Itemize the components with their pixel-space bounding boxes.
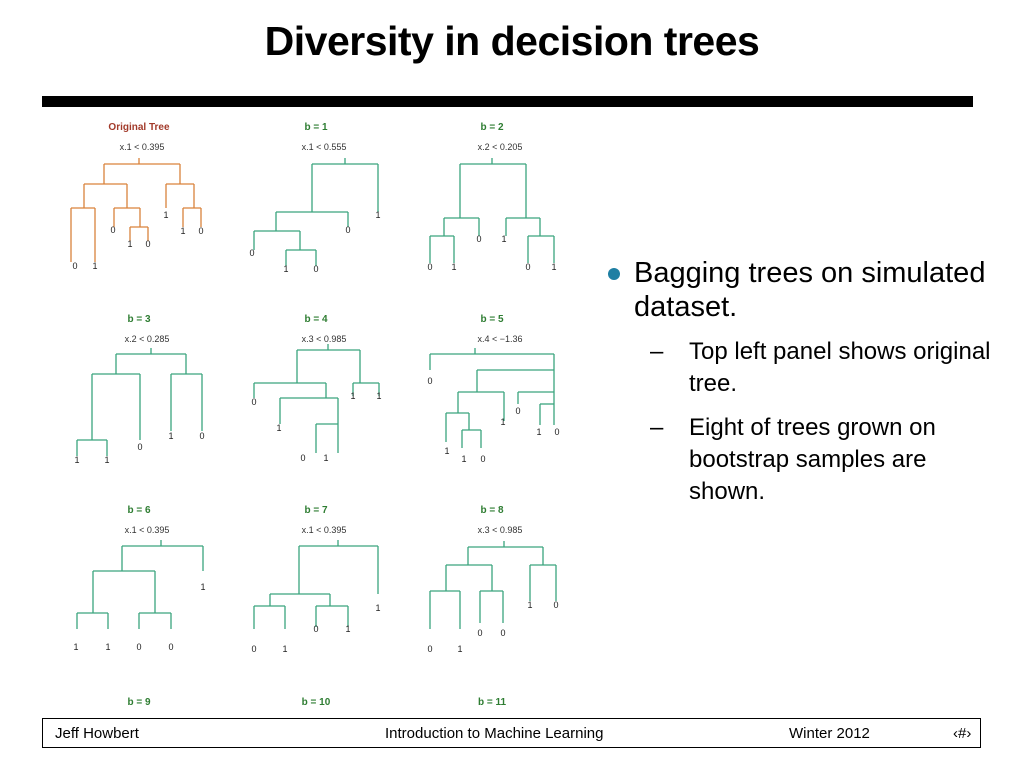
bullet-main: Bagging trees on simulated dataset. xyxy=(608,256,1008,324)
leaf-class-label: 1 xyxy=(282,644,287,654)
leaf-class-label: 1 xyxy=(127,239,132,249)
panel-label: b = 6 xyxy=(127,505,151,516)
dash-icon: – xyxy=(650,414,664,441)
leaf-class-label: 1 xyxy=(200,582,205,592)
split-rule-label: x.3 < 0.985 xyxy=(302,334,347,344)
title-divider xyxy=(42,96,973,107)
split-rule-label: x.2 < 0.205 xyxy=(478,142,523,152)
split-rule-label: x.4 < −1.36 xyxy=(477,334,522,344)
split-rule-label: x.1 < 0.395 xyxy=(125,525,170,535)
panel-label: b = 9 xyxy=(127,697,151,708)
sub-bullet-2: – Eight of trees grown on bootstrap samp… xyxy=(608,412,1008,508)
leaf-class-label: 1 xyxy=(163,210,168,220)
leaf-class-label: 1 xyxy=(500,417,505,427)
split-rule-label: x.3 < 0.985 xyxy=(478,525,523,535)
leaf-class-label: 0 xyxy=(525,262,530,272)
split-rule-label: x.1 < 0.395 xyxy=(120,142,165,152)
leaf-class-label: 0 xyxy=(553,600,558,610)
slide-footer: Jeff Howbert Introduction to Machine Lea… xyxy=(42,718,981,748)
leaf-class-label: 0 xyxy=(427,644,432,654)
leaf-class-label: 0 xyxy=(477,628,482,638)
leaf-class-label: 0 xyxy=(554,427,559,437)
leaf-class-label: 0 xyxy=(168,642,173,652)
leaf-class-label: 1 xyxy=(92,261,97,271)
footer-author: Jeff Howbert xyxy=(55,725,139,742)
leaf-class-label: 1 xyxy=(375,603,380,613)
footer-term: Winter 2012 xyxy=(789,725,870,742)
leaf-class-label: 0 xyxy=(251,644,256,654)
panel-label: b = 8 xyxy=(480,505,504,516)
panel-label: b = 2 xyxy=(480,122,504,133)
leaf-class-label: 0 xyxy=(300,453,305,463)
sub-bullet-2-text: Eight of trees grown on bootstrap sample… xyxy=(689,414,936,505)
leaf-class-label: 0 xyxy=(110,225,115,235)
panel-label: b = 7 xyxy=(304,505,328,516)
leaf-class-label: 1 xyxy=(168,431,173,441)
leaf-class-label: 1 xyxy=(444,446,449,456)
leaf-class-label: 1 xyxy=(104,455,109,465)
leaf-class-label: 0 xyxy=(480,454,485,464)
footer-course: Introduction to Machine Learning xyxy=(385,725,604,742)
slide-title: Diversity in decision trees xyxy=(264,18,760,64)
split-rule-label: x.1 < 0.395 xyxy=(302,525,347,535)
leaf-class-label: 0 xyxy=(345,225,350,235)
leaf-class-label: 0 xyxy=(199,431,204,441)
leaf-class-label: 1 xyxy=(375,210,380,220)
panel-label: Original Tree xyxy=(108,122,170,133)
split-rule-label: x.1 < 0.555 xyxy=(302,142,347,152)
leaf-class-label: 1 xyxy=(536,427,541,437)
leaf-class-label: 0 xyxy=(313,624,318,634)
dash-icon: – xyxy=(650,338,664,365)
leaf-class-label: 1 xyxy=(451,262,456,272)
leaf-class-label: 0 xyxy=(427,376,432,386)
panel-label: b = 4 xyxy=(304,314,328,325)
leaf-class-label: 0 xyxy=(249,248,254,258)
leaf-class-label: 0 xyxy=(251,397,256,407)
leaf-class-label: 0 xyxy=(72,261,77,271)
leaf-class-label: 1 xyxy=(276,423,281,433)
leaf-class-label: 0 xyxy=(137,442,142,452)
leaf-class-label: 1 xyxy=(461,454,466,464)
leaf-class-label: 1 xyxy=(551,262,556,272)
leaf-class-label: 1 xyxy=(350,391,355,401)
leaf-class-label: 1 xyxy=(457,644,462,654)
panel-label: b = 10 xyxy=(302,697,331,708)
leaf-class-label: 0 xyxy=(427,262,432,272)
panel-label: b = 3 xyxy=(127,314,151,325)
sub-bullet-1: – Top left panel shows original tree. xyxy=(608,336,1008,400)
leaf-class-label: 1 xyxy=(73,642,78,652)
split-rule-label: x.2 < 0.285 xyxy=(125,334,170,344)
sub-bullet-1-text: Top left panel shows original tree. xyxy=(689,338,991,397)
leaf-class-label: 1 xyxy=(527,600,532,610)
leaf-class-label: 1 xyxy=(180,226,185,236)
panel-label: b = 1 xyxy=(304,122,328,133)
leaf-class-label: 0 xyxy=(500,628,505,638)
leaf-class-label: 1 xyxy=(345,624,350,634)
leaf-class-label: 0 xyxy=(198,226,203,236)
leaf-class-label: 0 xyxy=(136,642,141,652)
bullet-dot-icon xyxy=(608,268,620,280)
panel-label: b = 11 xyxy=(478,697,507,708)
bullet-main-text: Bagging trees on simulated dataset. xyxy=(634,257,986,323)
footer-page-number: ‹#› xyxy=(953,725,972,742)
bullet-list: Bagging trees on simulated dataset. – To… xyxy=(608,256,1008,508)
leaf-class-label: 1 xyxy=(376,391,381,401)
leaf-class-label: 1 xyxy=(501,234,506,244)
panel-label: b = 5 xyxy=(480,314,504,325)
leaf-class-label: 1 xyxy=(283,264,288,274)
leaf-class-label: 0 xyxy=(313,264,318,274)
leaf-class-label: 1 xyxy=(105,642,110,652)
bagged-trees-figure: Original Tree x.1 < 0.395 0 1 0 1 0 1 1 0 b = 1 x.1… xyxy=(70,122,560,708)
leaf-class-label: 0 xyxy=(515,406,520,416)
leaf-class-label: 0 xyxy=(476,234,481,244)
leaf-class-label: 1 xyxy=(74,455,79,465)
leaf-class-label: 1 xyxy=(323,453,328,463)
leaf-class-label: 0 xyxy=(145,239,150,249)
